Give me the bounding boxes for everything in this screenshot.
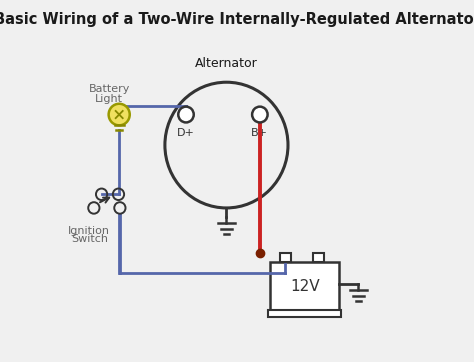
Text: Switch: Switch	[71, 234, 108, 244]
Text: Light: Light	[95, 94, 123, 104]
Text: Alternator: Alternator	[195, 56, 258, 70]
Text: Basic Wiring of a Two-Wire Internally-Regulated Alternator: Basic Wiring of a Two-Wire Internally-Re…	[0, 12, 474, 27]
Circle shape	[178, 107, 194, 122]
Text: −: −	[313, 251, 324, 264]
Text: Battery: Battery	[89, 84, 130, 94]
Text: Ignition: Ignition	[68, 226, 110, 236]
Text: B+: B+	[251, 128, 268, 138]
Text: D+: D+	[177, 128, 195, 138]
Text: +: +	[280, 251, 291, 264]
Bar	[313, 253, 324, 262]
Circle shape	[109, 104, 130, 125]
Bar	[270, 262, 339, 310]
Bar	[280, 253, 291, 262]
Text: 12V: 12V	[290, 279, 319, 294]
Circle shape	[252, 107, 268, 122]
Bar	[268, 310, 341, 317]
